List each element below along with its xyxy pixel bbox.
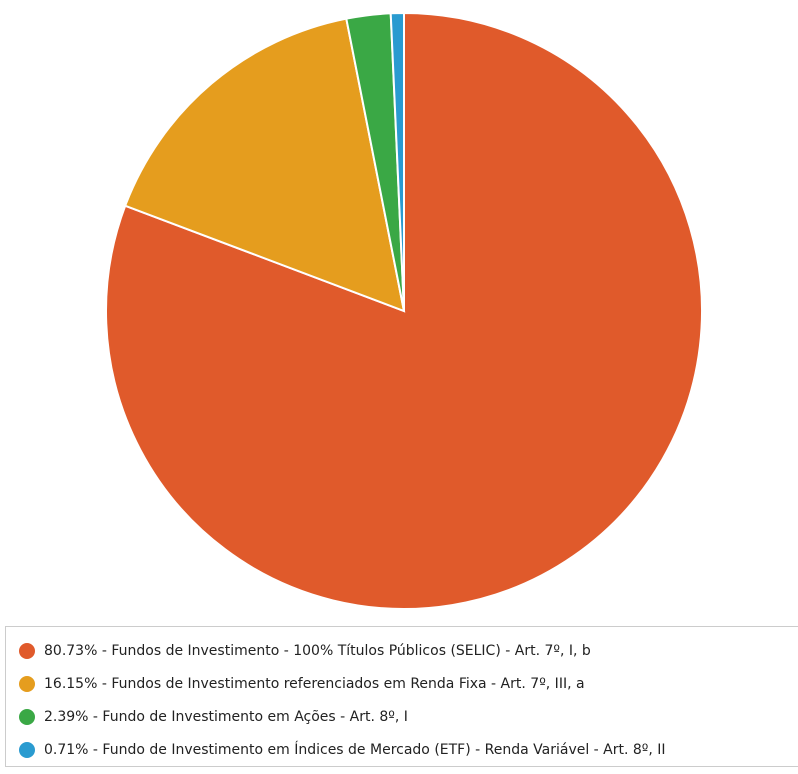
legend-label: 2.39% - Fundo de Investimento em Ações -… bbox=[44, 709, 408, 725]
legend-label: 80.73% - Fundos de Investimento - 100% T… bbox=[44, 643, 591, 659]
legend-label: 16.15% - Fundos de Investimento referenc… bbox=[44, 676, 585, 692]
legend-marker bbox=[19, 709, 35, 725]
legend-label: 0.71% - Fundo de Investimento em Índices… bbox=[44, 741, 666, 758]
legend-marker bbox=[19, 742, 35, 758]
legend-marker bbox=[19, 643, 35, 659]
pie-slice bbox=[123, 17, 406, 313]
legend-marker bbox=[19, 676, 35, 692]
legend-box bbox=[5, 626, 798, 767]
pie-slice bbox=[389, 11, 405, 312]
